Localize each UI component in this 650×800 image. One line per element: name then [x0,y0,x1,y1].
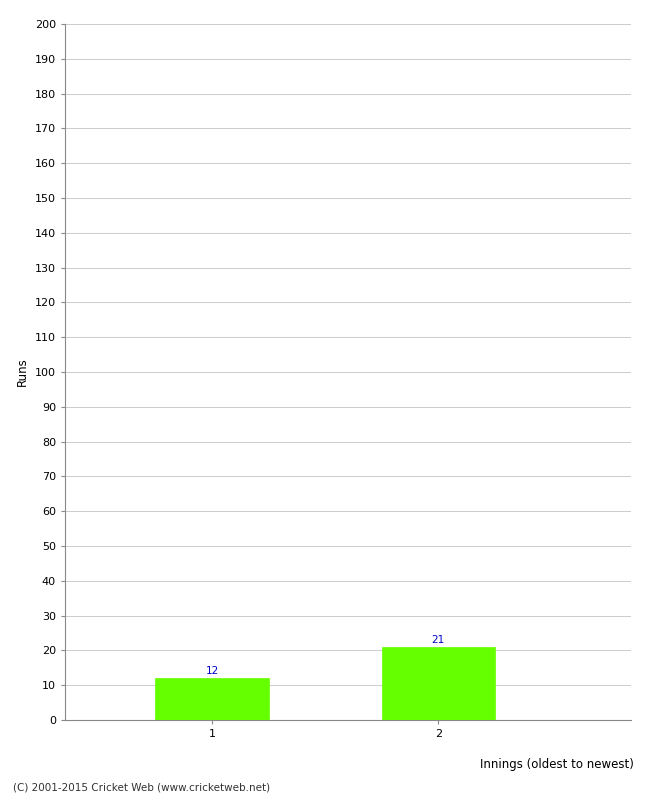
Text: 21: 21 [432,635,445,645]
Text: 12: 12 [205,666,218,677]
Text: (C) 2001-2015 Cricket Web (www.cricketweb.net): (C) 2001-2015 Cricket Web (www.cricketwe… [13,782,270,792]
Bar [382,647,495,720]
Bar [155,678,268,720]
X-axis label: Innings (oldest to newest): Innings (oldest to newest) [480,758,634,771]
Y-axis label: Runs: Runs [16,358,29,386]
